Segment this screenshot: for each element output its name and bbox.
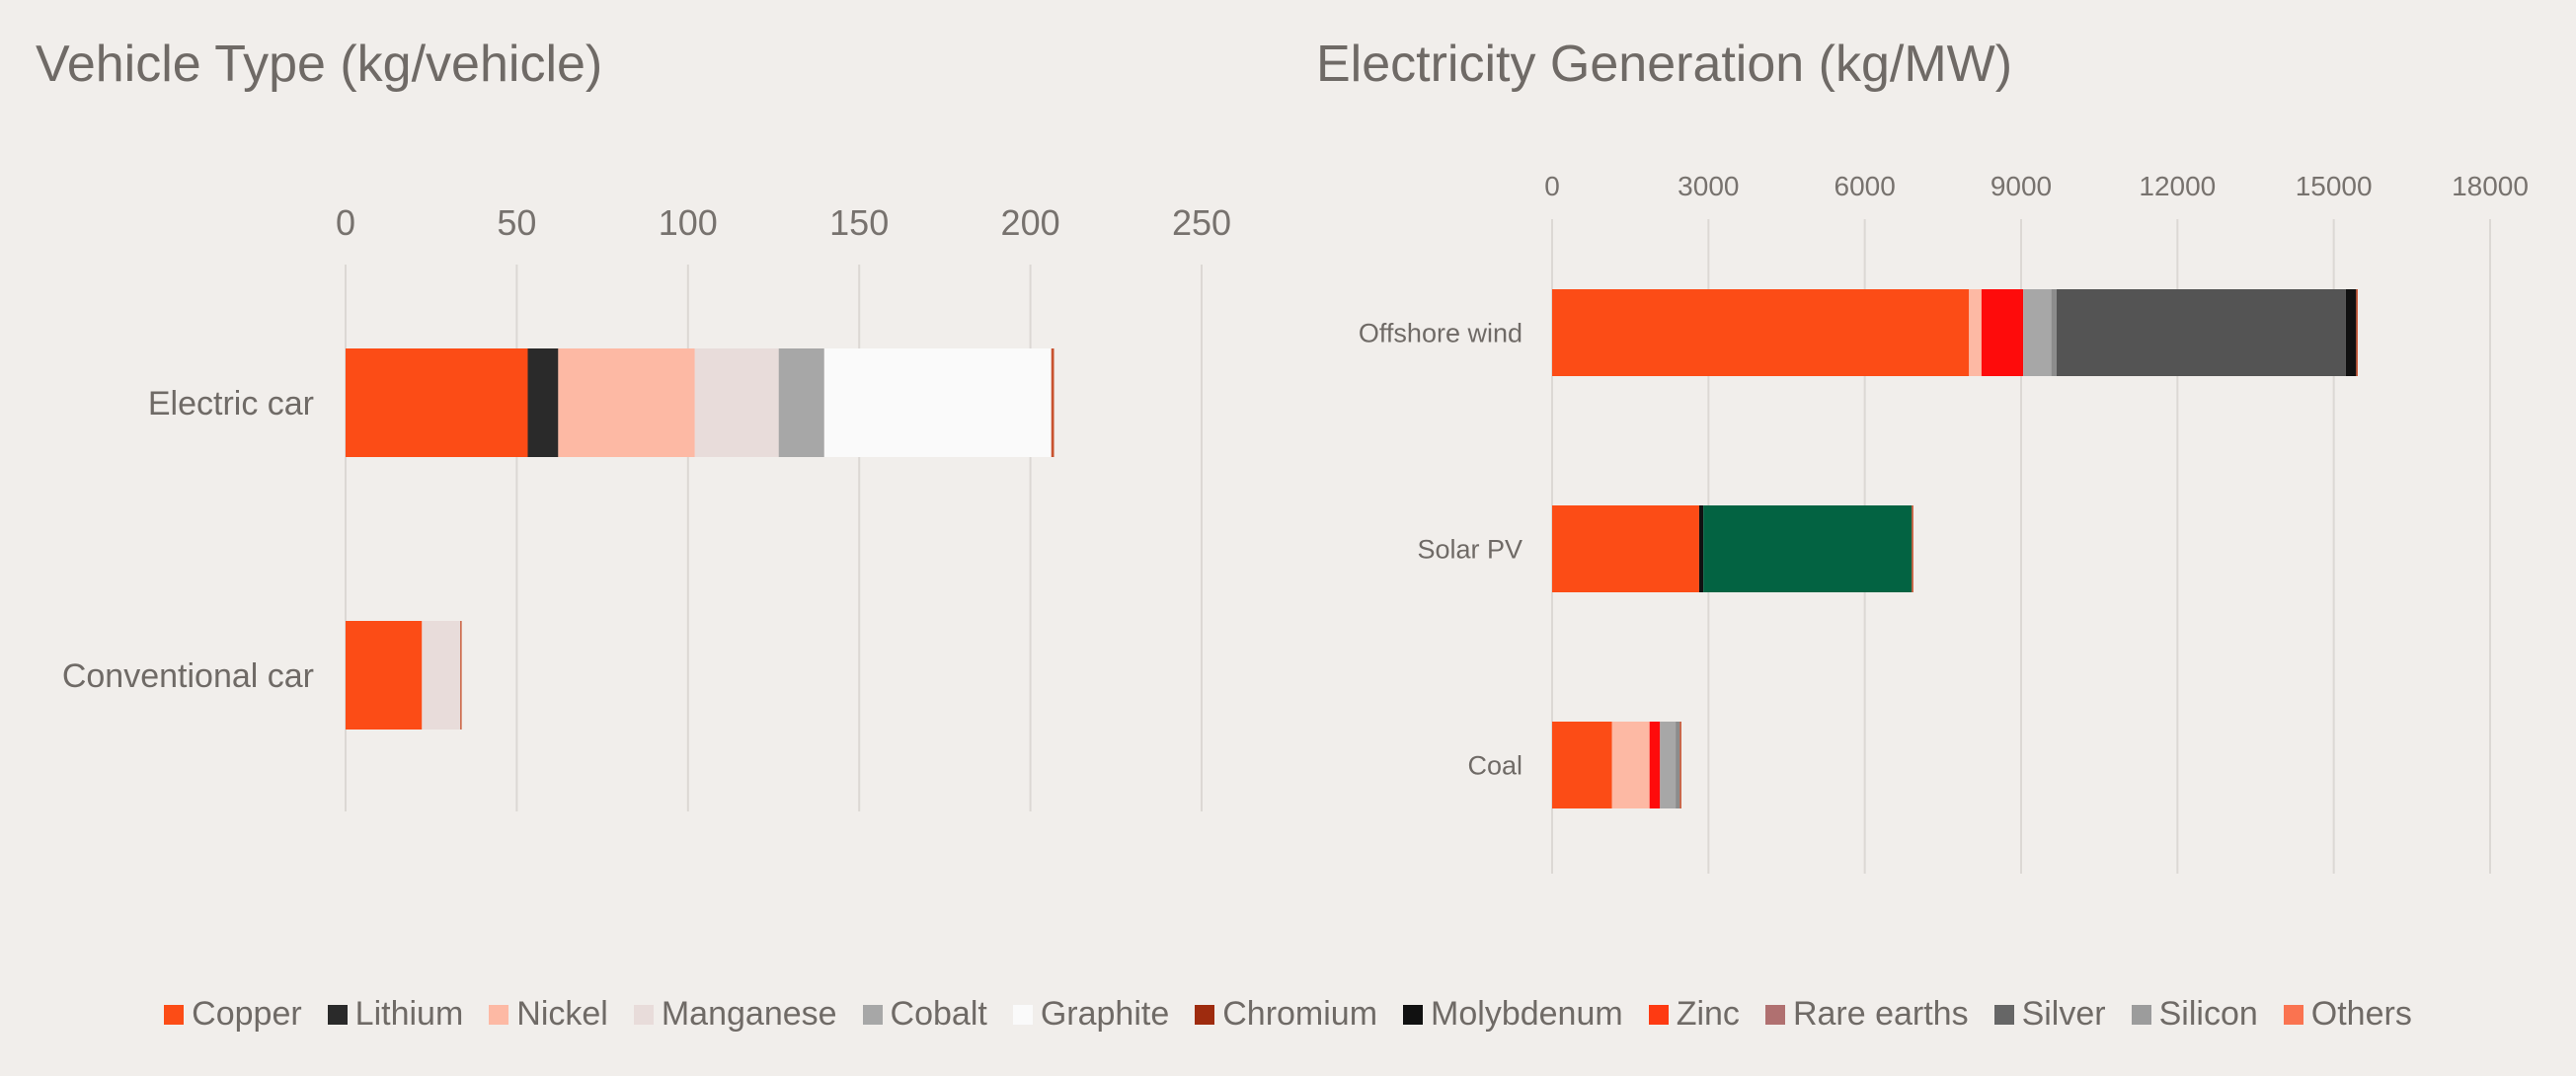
legend-item-silicon: Silicon	[2131, 995, 2258, 1034]
bar-segment-copper	[346, 621, 423, 730]
legend-item-nickel: Nickel	[489, 995, 608, 1034]
chart-title: Vehicle Type (kg/vehicle)	[36, 36, 602, 93]
bar-segment-nickel	[1611, 722, 1650, 808]
legend-swatch	[1195, 1004, 1215, 1025]
category-label: Offshore wind	[1359, 318, 1522, 347]
legend-item-lithium: Lithium	[327, 995, 464, 1034]
legend-swatch	[2283, 1004, 2303, 1025]
x-tick-label: 0	[1544, 171, 1560, 201]
bar-segment-rare-earths	[2051, 289, 2057, 376]
bar-segment-molybdenum	[2345, 289, 2357, 376]
bar-segment-cobalt	[1660, 722, 1677, 808]
category-label: Solar PV	[1417, 534, 1522, 564]
bar-segment-copper	[1552, 505, 1699, 592]
legend-item-manganese: Manganese	[633, 995, 837, 1034]
legend-label: Cobalt	[890, 995, 987, 1033]
legend-label: Chromium	[1222, 995, 1378, 1033]
bar-segment-manganese	[694, 348, 779, 457]
x-tick-label: 6000	[1834, 171, 1896, 201]
x-tick-label: 0	[336, 202, 355, 243]
legend-swatch	[862, 1004, 883, 1025]
chart-electricity-generation: Electricity Generation (kg/MW) 0 3000 6000 9…	[1316, 36, 2529, 874]
legend-item-molybdenum: Molybdenum	[1403, 995, 1623, 1034]
legend-item-silver: Silver	[1993, 995, 2106, 1034]
charts-canvas: Vehicle Type (kg/vehicle) 0 50 100 150 200 250…	[36, 36, 2529, 874]
bar-segment-copper	[1552, 722, 1612, 808]
legend-swatch	[327, 1004, 348, 1025]
legend-label: Silver	[2021, 995, 2106, 1033]
bar-segment-others	[1679, 722, 1681, 808]
legend-swatch	[1403, 1004, 1424, 1025]
x-tick-label: 200	[1001, 202, 1060, 243]
legend-label: Lithium	[354, 995, 464, 1033]
bar-segment-copper	[346, 348, 528, 457]
legend-item-rare-earths: Rare earths	[1764, 995, 1969, 1034]
chart-title: Electricity Generation (kg/MW)	[1316, 36, 2012, 93]
x-tick-label: 50	[497, 202, 536, 243]
x-tick-label: 3000	[1678, 171, 1739, 201]
legend: Copper Lithium Nickel Manganese Cobalt Graphi…	[0, 995, 2576, 1034]
legend-label: Nickel	[516, 995, 608, 1033]
legend-item-chromium: Chromium	[1195, 995, 1377, 1034]
legend-swatch	[164, 1004, 185, 1025]
x-tick-label: 15000	[2296, 171, 2373, 201]
bar-segment-cobalt	[778, 348, 824, 457]
bar-segment-cobalt	[2023, 289, 2052, 376]
x-tick-label: 100	[659, 202, 718, 243]
legend-label: Others	[2310, 995, 2412, 1033]
x-tick-label: 150	[829, 202, 889, 243]
bar-segment-others	[1912, 505, 1913, 592]
bar-segment-zinc	[1649, 722, 1661, 808]
legend-label: Manganese	[661, 995, 837, 1033]
bar-segment-zinc	[1981, 289, 2024, 376]
legend-item-zinc: Zinc	[1648, 995, 1740, 1034]
bar-segment-rare-earths	[1676, 722, 1680, 808]
bar-segment-others	[2356, 289, 2358, 376]
x-tick-label: 18000	[2452, 171, 2529, 201]
legend-swatch	[2131, 1004, 2151, 1025]
category-label: Electric car	[148, 385, 314, 423]
chart-vehicle-type: Vehicle Type (kg/vehicle) 0 50 100 150 200 250…	[36, 36, 1231, 811]
x-tick-label: 250	[1172, 202, 1231, 243]
bar-segment-others	[1051, 348, 1054, 457]
bar-segment-nickel	[1969, 289, 1982, 376]
legend-label: Copper	[192, 995, 302, 1033]
legend-swatch	[1993, 1004, 2014, 1025]
legend-label: Zinc	[1676, 995, 1740, 1033]
category-label: Conventional car	[62, 657, 314, 695]
x-tick-label: 12000	[2139, 171, 2216, 201]
legend-swatch	[1648, 1004, 1669, 1025]
legend-label: Silicon	[2158, 995, 2258, 1033]
legend-item-graphite: Graphite	[1012, 995, 1170, 1034]
x-tick-label: 9000	[1991, 171, 2052, 201]
bar-segment-graphite	[823, 348, 1052, 457]
legend-item-copper: Copper	[164, 995, 302, 1034]
category-label: Coal	[1467, 750, 1522, 780]
legend-label: Rare earths	[1792, 995, 1969, 1033]
bar-segment-copper	[1552, 289, 1970, 376]
legend-label: Molybdenum	[1431, 995, 1623, 1033]
bar-segment-manganese	[422, 621, 461, 730]
bar-segment-others	[460, 621, 462, 730]
legend-swatch	[1764, 1004, 1785, 1025]
legend-item-cobalt: Cobalt	[862, 995, 987, 1034]
bar-segment-silicon	[1703, 505, 1912, 592]
bar-segment-nickel	[558, 348, 695, 457]
legend-swatch	[489, 1004, 509, 1025]
legend-label: Graphite	[1040, 995, 1170, 1033]
bar-segment-molybdenum	[1698, 505, 1704, 592]
legend-item-others: Others	[2283, 995, 2412, 1034]
bar-segment-silver	[2056, 289, 2346, 376]
bar-segment-lithium	[527, 348, 559, 457]
legend-swatch	[1012, 1004, 1033, 1025]
legend-swatch	[633, 1004, 654, 1025]
